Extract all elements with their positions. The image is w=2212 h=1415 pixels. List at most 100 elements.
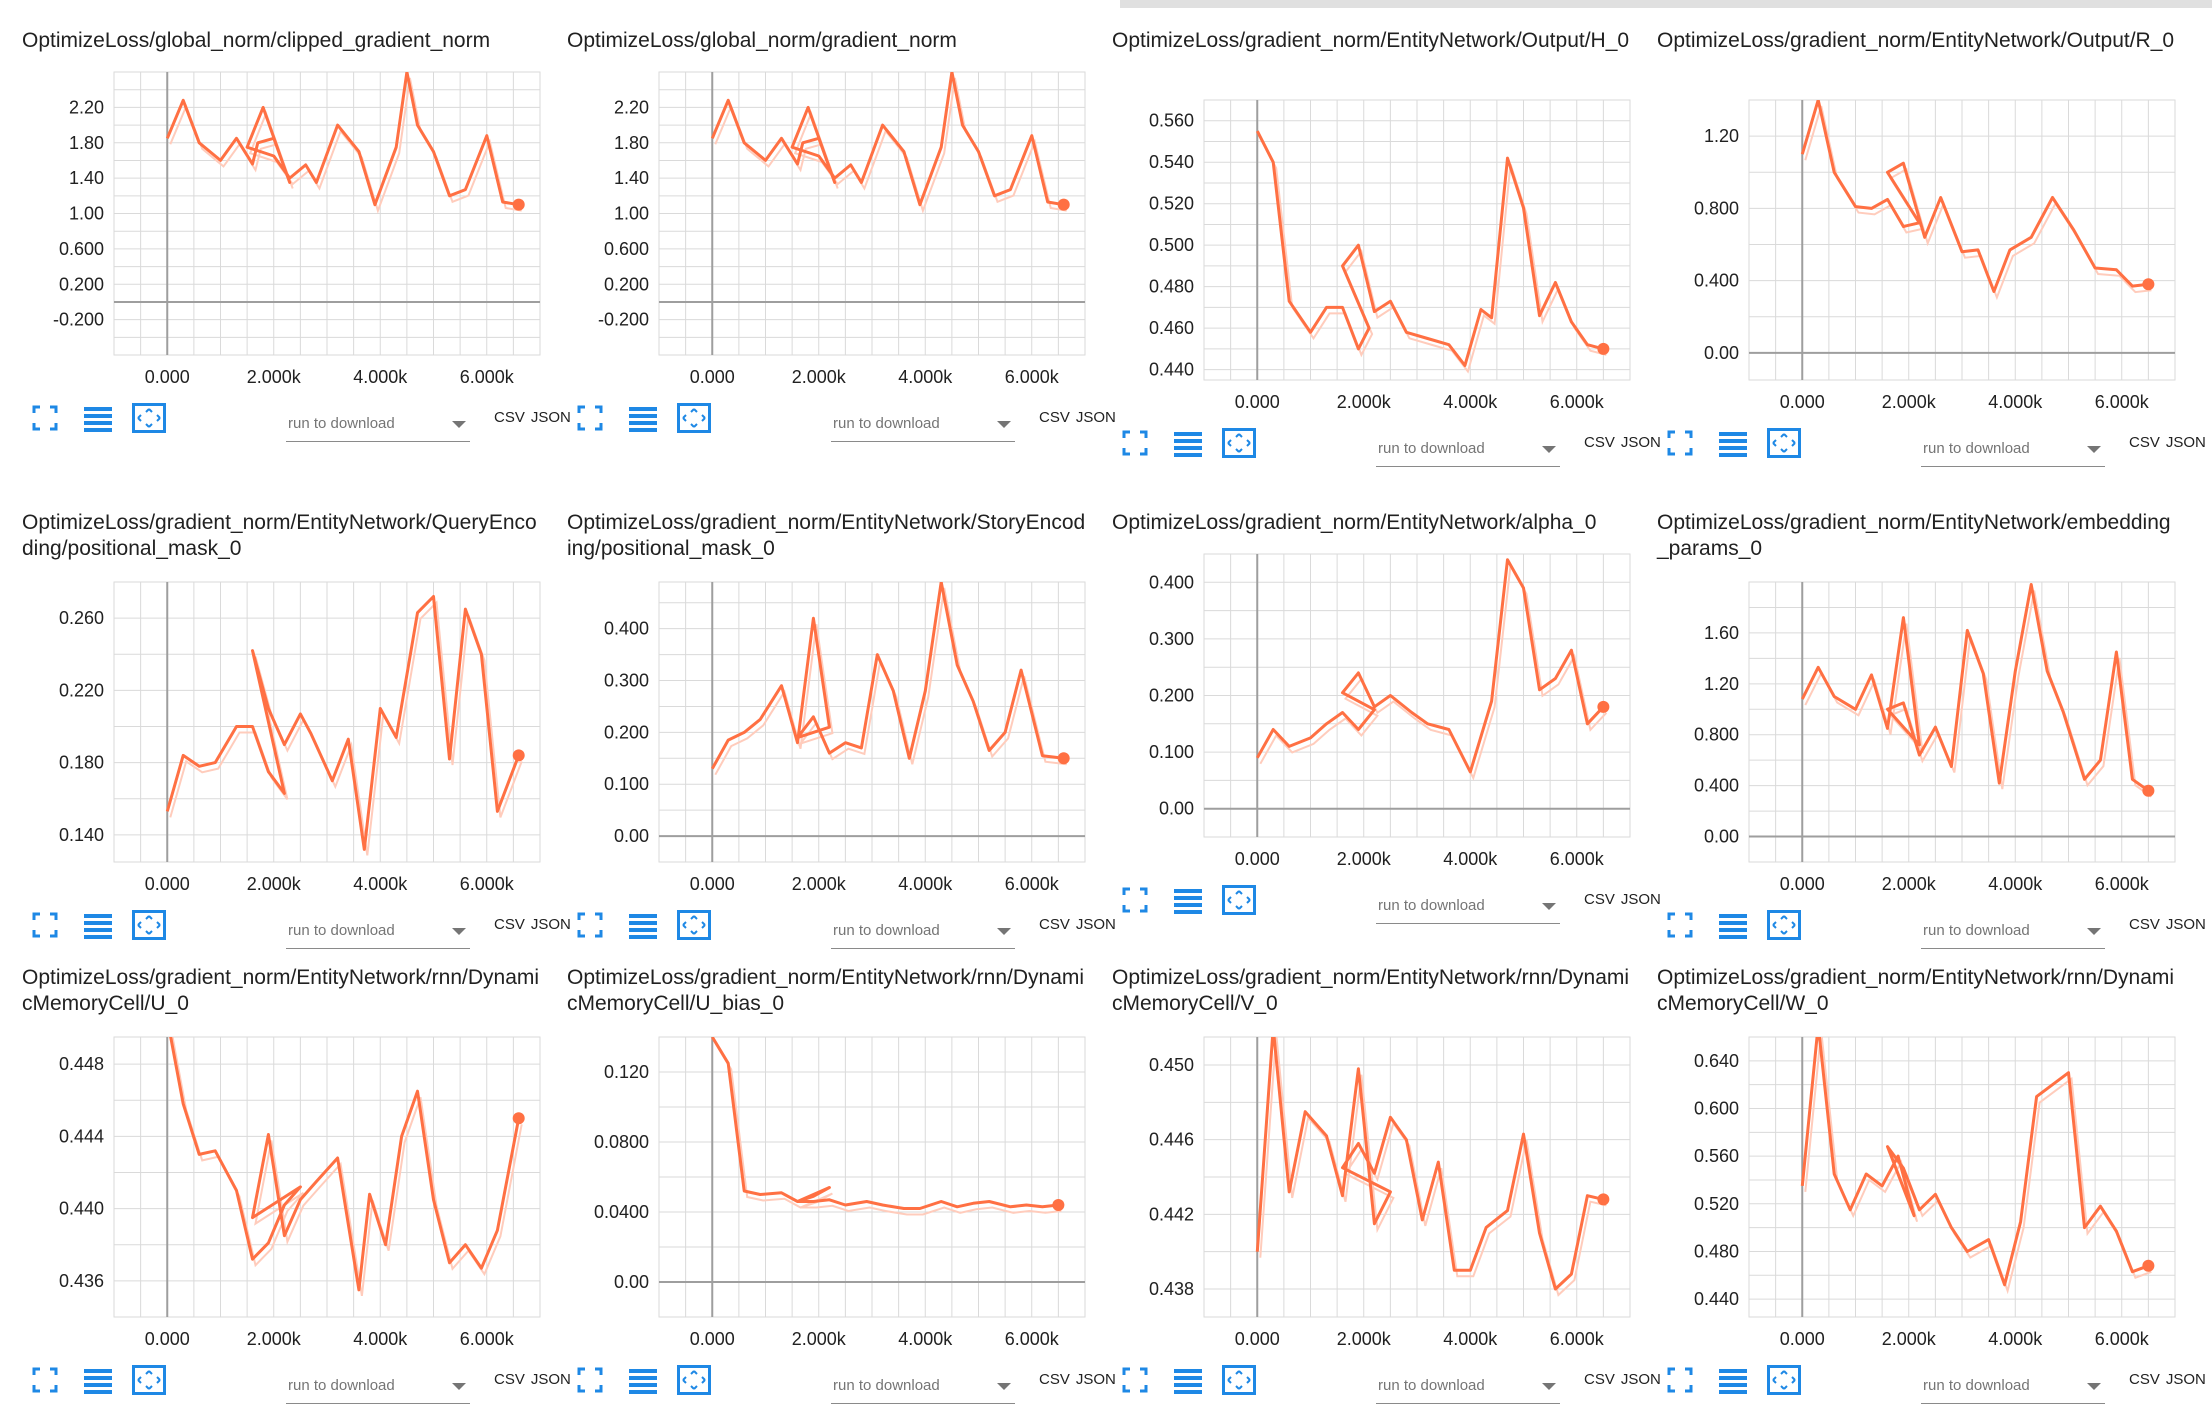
run-download-select[interactable]: run to download xyxy=(1376,889,1560,924)
line-chart[interactable]: 0.00 0.400 0.800 1.20 1.60 0.000 2.000k 4.000k 6… xyxy=(1637,482,2184,922)
csv-link[interactable]: CSV xyxy=(1584,891,1615,908)
series-line[interactable] xyxy=(165,72,519,207)
log-scale-button[interactable] xyxy=(1172,1365,1212,1401)
fit-domain-button[interactable] xyxy=(677,910,717,946)
fit-to-screen-button[interactable] xyxy=(30,1365,70,1401)
fit-to-screen-button[interactable] xyxy=(575,1365,615,1401)
series-line[interactable] xyxy=(167,1019,521,1292)
csv-link[interactable]: CSV xyxy=(1584,1371,1615,1388)
fit-domain-button[interactable] xyxy=(1767,910,1807,946)
run-download-select[interactable]: run to download xyxy=(286,407,470,442)
json-link[interactable]: JSON xyxy=(1620,1371,1661,1388)
fit-domain-button[interactable] xyxy=(1767,428,1807,464)
json-link[interactable]: JSON xyxy=(1075,409,1116,426)
log-scale-button[interactable] xyxy=(627,403,667,439)
json-link[interactable]: JSON xyxy=(2165,434,2206,451)
fit-domain-button[interactable] xyxy=(132,910,172,946)
series-line[interactable] xyxy=(1255,130,1604,367)
line-chart[interactable]: -0.200 0.200 0.600 1.00 1.40 1.80 2.20 0.000 2.0… xyxy=(547,0,1094,440)
csv-link[interactable]: CSV xyxy=(2129,1371,2160,1388)
line-chart[interactable]: 0.00 0.100 0.200 0.300 0.400 0.000 2.000k 4.000… xyxy=(547,482,1094,922)
csv-link[interactable]: CSV xyxy=(494,409,525,426)
run-download-select[interactable]: run to download xyxy=(831,914,1015,949)
csv-link[interactable]: CSV xyxy=(1039,916,1070,933)
log-scale-button[interactable] xyxy=(1172,885,1212,921)
csv-link[interactable]: CSV xyxy=(494,916,525,933)
series-line[interactable] xyxy=(1800,583,2150,792)
series-line[interactable] xyxy=(1800,1025,2149,1287)
csv-link[interactable]: CSV xyxy=(2129,916,2160,933)
fit-domain-button[interactable] xyxy=(132,1365,172,1401)
line-chart[interactable]: 0.436 0.440 0.444 0.448 0.000 2.000k 4.000k 6.0… xyxy=(2,937,549,1377)
log-scale-button[interactable] xyxy=(82,910,122,946)
log-scale-button[interactable] xyxy=(627,910,667,946)
json-link[interactable]: JSON xyxy=(1620,891,1661,908)
fit-to-screen-button[interactable] xyxy=(575,403,615,439)
fit-to-screen-button[interactable] xyxy=(1665,1365,1705,1401)
run-download-select[interactable]: run to download xyxy=(831,1369,1015,1404)
series-line[interactable] xyxy=(1255,558,1605,774)
run-download-select[interactable]: run to download xyxy=(1376,432,1560,467)
series-line[interactable] xyxy=(1255,1028,1604,1291)
json-link[interactable]: JSON xyxy=(530,1371,571,1388)
run-download-select[interactable]: run to download xyxy=(1376,1369,1560,1404)
fit-to-screen-button[interactable] xyxy=(1665,910,1705,946)
fit-domain-button[interactable] xyxy=(132,403,172,439)
fit-to-screen-button[interactable] xyxy=(30,910,70,946)
csv-link[interactable]: CSV xyxy=(494,1371,525,1388)
line-chart[interactable]: -0.200 0.200 0.600 1.00 1.40 1.80 2.20 0.000 2.0… xyxy=(2,0,549,440)
run-download-select[interactable]: run to download xyxy=(1921,432,2105,467)
log-scale-button[interactable] xyxy=(1717,428,1757,464)
fit-to-screen-button[interactable] xyxy=(1120,885,1160,921)
csv-link[interactable]: CSV xyxy=(1584,434,1615,451)
fit-to-screen-button[interactable] xyxy=(1665,428,1705,464)
json-link[interactable]: JSON xyxy=(530,916,571,933)
json-link[interactable]: JSON xyxy=(1620,434,1661,451)
series-line[interactable] xyxy=(711,1037,1059,1210)
y-tick-label: 0.260 xyxy=(59,608,104,628)
log-scale-button[interactable] xyxy=(82,403,122,439)
run-download-select[interactable]: run to download xyxy=(1921,1369,2105,1404)
json-link[interactable]: JSON xyxy=(1075,916,1116,933)
json-link[interactable]: JSON xyxy=(1075,1371,1116,1388)
run-download-select[interactable]: run to download xyxy=(1921,914,2105,949)
log-scale-button[interactable] xyxy=(82,1365,122,1401)
run-download-select[interactable]: run to download xyxy=(286,914,470,949)
fit-domain-button[interactable] xyxy=(677,1365,717,1401)
top-scrollbar[interactable] xyxy=(1120,0,2212,8)
series-line[interactable] xyxy=(1800,100,2149,293)
log-scale-button[interactable] xyxy=(627,1365,667,1401)
csv-link[interactable]: CSV xyxy=(1039,409,1070,426)
json-link[interactable]: JSON xyxy=(2165,1371,2206,1388)
csv-link[interactable]: CSV xyxy=(1039,1371,1070,1388)
json-link[interactable]: JSON xyxy=(2165,916,2206,933)
line-chart[interactable]: 0.440 0.480 0.520 0.560 0.600 0.640 0.000 2.000… xyxy=(1637,937,2184,1377)
run-download-select[interactable]: run to download xyxy=(831,407,1015,442)
log-scale-button[interactable] xyxy=(1717,910,1757,946)
fit-domain-button[interactable] xyxy=(1767,1365,1807,1401)
series-line[interactable] xyxy=(165,595,521,851)
fit-to-screen-button[interactable] xyxy=(1120,1365,1160,1401)
log-scale-button[interactable] xyxy=(1172,428,1212,464)
run-download-select[interactable]: run to download xyxy=(286,1369,470,1404)
fit-domain-button[interactable] xyxy=(1222,428,1262,464)
fit-to-screen-button[interactable] xyxy=(1120,428,1160,464)
fit-to-screen-button[interactable] xyxy=(30,403,70,439)
json-link[interactable]: JSON xyxy=(530,409,571,426)
line-chart[interactable]: 0.140 0.180 0.220 0.260 0.000 2.000k 4.000k 6.0… xyxy=(2,482,549,922)
line-chart[interactable]: 0.440 0.460 0.480 0.500 0.520 0.540 0.560 0.000… xyxy=(1092,0,1639,440)
fit-domain-button[interactable] xyxy=(1222,1365,1262,1401)
fit-domain-button[interactable] xyxy=(677,403,717,439)
chart-card: OptimizeLoss/global_norm/clipped_gradien… xyxy=(2,0,571,442)
log-scale-button[interactable] xyxy=(1717,1365,1757,1401)
csv-link[interactable]: CSV xyxy=(2129,434,2160,451)
y-tick-label: 0.00 xyxy=(614,1272,649,1292)
series-line[interactable] xyxy=(710,582,1064,770)
line-chart[interactable]: 0.00 0.400 0.800 1.20 0.000 2.000k 4.000k 6.000… xyxy=(1637,0,2184,440)
series-line[interactable] xyxy=(710,72,1064,207)
fit-to-screen-button[interactable] xyxy=(575,910,615,946)
fit-domain-button[interactable] xyxy=(1222,885,1262,921)
line-chart[interactable]: 0.00 0.100 0.200 0.300 0.400 0.000 2.000k 4.000… xyxy=(1092,482,1639,922)
line-chart[interactable]: 0.00 0.0400 0.0800 0.120 0.000 2.000k 4.000k 6.… xyxy=(547,937,1094,1377)
line-chart[interactable]: 0.438 0.442 0.446 0.450 0.000 2.000k 4.000k 6.0… xyxy=(1092,937,1639,1377)
